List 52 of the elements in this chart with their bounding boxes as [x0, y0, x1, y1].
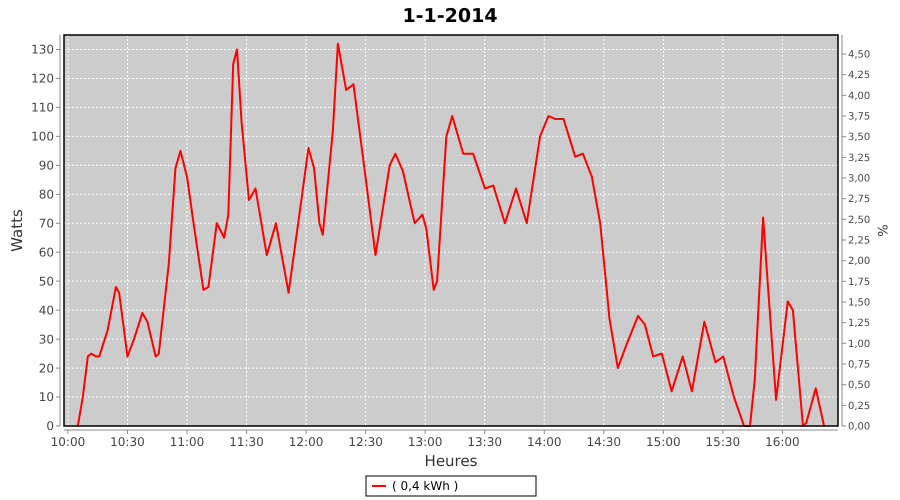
- y-tick-label: 110: [31, 100, 54, 115]
- y2-tick-label: 1,00: [848, 338, 870, 350]
- x-tick-label: 14:00: [526, 435, 562, 449]
- y2-tick-label: 3,50: [848, 132, 870, 144]
- y-tick-label: 120: [31, 72, 54, 86]
- chart-title: 1-1-2014: [402, 5, 498, 27]
- y2-tick-label: 2,00: [848, 256, 870, 268]
- y2-tick-label: 1,75: [848, 276, 870, 288]
- y2-tick-label: 0,75: [848, 360, 870, 370]
- y2-tick-label: 2,50: [848, 214, 870, 226]
- y2-tick-label: 0,25: [848, 400, 870, 412]
- legend-label: ( 0,4 kWh ): [392, 479, 458, 494]
- x-tick-label: 11:00: [170, 435, 204, 449]
- x-tick-label: 12:30: [348, 435, 383, 449]
- x-tick-label: 10:30: [110, 435, 145, 449]
- y-tick-label: 70: [38, 216, 54, 230]
- y2-axis-title: %: [874, 224, 889, 237]
- y-tick-label: 40: [38, 303, 54, 318]
- y2-tick-label: 4,25: [848, 70, 870, 82]
- y-tick-label: 60: [38, 245, 54, 260]
- y2-tick-label: 2,75: [848, 194, 870, 206]
- y2-tick-label: 4,00: [848, 90, 870, 102]
- x-tick-label: 15:00: [646, 435, 681, 449]
- x-tick-label: 13:00: [408, 435, 442, 449]
- x-tick-label: 16:00: [765, 435, 800, 449]
- y2-tick-label: 0,00: [848, 422, 870, 432]
- y-tick-label: 50: [38, 274, 54, 288]
- x-tick-label: 13:30: [467, 435, 502, 449]
- y2-tick-label: 2,25: [848, 236, 870, 247]
- x-tick-label: 10:00: [50, 435, 86, 449]
- y-tick-label: 100: [31, 130, 54, 144]
- x-axis-title: Heures: [424, 452, 478, 470]
- y2-tick-label: 3,00: [848, 174, 870, 185]
- line-series: [76, 42, 826, 427]
- y2-tick-label: 3,75: [848, 112, 870, 123]
- y2-tick-label: 3,25: [848, 152, 870, 164]
- y2-tick-label: 1,25: [848, 318, 870, 330]
- y-axis-title: Watts: [8, 209, 26, 252]
- y-tick-label: 80: [38, 187, 54, 202]
- y-tick-label: 90: [38, 158, 54, 173]
- x-tick-label: 14:30: [586, 435, 622, 449]
- y-tick-label: 0: [46, 419, 54, 434]
- y-tick-label: 10: [38, 390, 54, 404]
- x-tick-label: 15:30: [706, 435, 740, 449]
- y2-tick-label: 4,50: [848, 50, 870, 61]
- x-tick-label: 11:30: [229, 435, 264, 449]
- x-tick-label: 12:00: [288, 435, 324, 449]
- y-tick-label: 30: [38, 332, 54, 346]
- y-tick-label: 20: [38, 361, 54, 376]
- y2-tick-label: 1,50: [848, 298, 870, 309]
- y2-tick-label: 0,50: [848, 380, 870, 392]
- y-tick-label: 130: [31, 42, 54, 57]
